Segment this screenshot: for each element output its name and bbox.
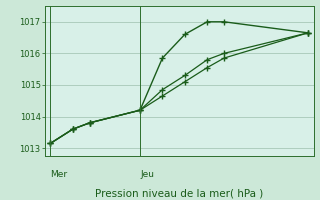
Text: Pression niveau de la mer( hPa ): Pression niveau de la mer( hPa ): [95, 189, 263, 199]
Text: Mer: Mer: [51, 170, 68, 179]
Text: Jeu: Jeu: [140, 170, 154, 179]
